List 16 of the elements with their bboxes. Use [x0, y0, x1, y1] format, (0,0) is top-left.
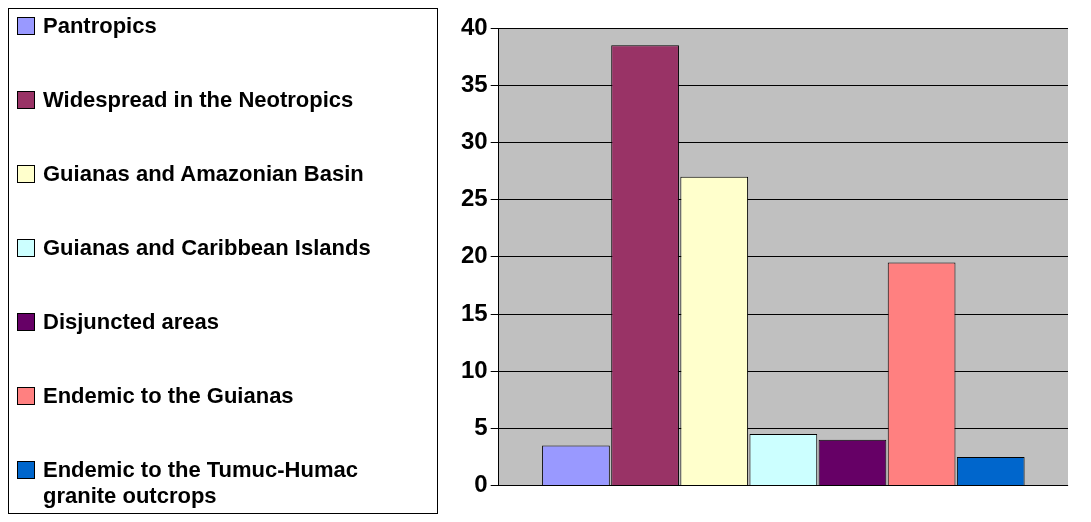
y-tick-label: 10 [460, 355, 488, 383]
y-tick-label: 5 [474, 413, 488, 441]
legend-label: Pantropics [43, 13, 157, 39]
legend-label: Guianas and Caribbean Islands [43, 235, 371, 261]
legend-label: Endemic to the Tumuc-Humac granite outcrops [43, 457, 359, 509]
y-tick-label: 40 [460, 12, 488, 40]
y-tick-label: 0 [474, 470, 488, 498]
legend-label: Guianas and Amazonian Basin [43, 161, 364, 187]
y-tick-label: 35 [460, 69, 488, 97]
legend-label: Disjuncted areas [43, 309, 220, 335]
y-tick-label: 20 [460, 241, 488, 269]
legend-label: Widespread in the Neotropics [43, 87, 354, 113]
y-tick-label: 30 [460, 127, 488, 155]
y-tick-label: 25 [460, 184, 488, 212]
y-tick-label: 15 [460, 298, 488, 326]
legend-label: Endemic to the Guianas [43, 383, 294, 409]
